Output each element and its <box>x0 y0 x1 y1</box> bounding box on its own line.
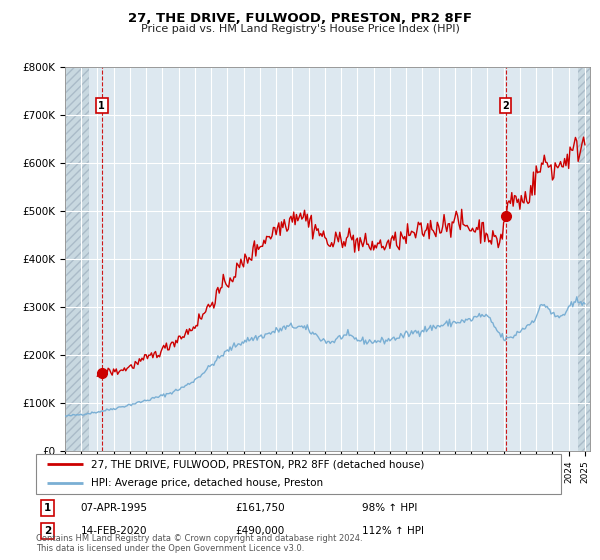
FancyBboxPatch shape <box>36 454 561 494</box>
Bar <box>65 67 89 451</box>
Text: 2: 2 <box>502 101 509 110</box>
Text: 14-FEB-2020: 14-FEB-2020 <box>80 526 147 536</box>
Text: £161,750: £161,750 <box>235 503 285 513</box>
Bar <box>578 67 590 451</box>
Text: 112% ↑ HPI: 112% ↑ HPI <box>361 526 424 536</box>
Text: Contains HM Land Registry data © Crown copyright and database right 2024.
This d: Contains HM Land Registry data © Crown c… <box>36 534 362 553</box>
Text: 98% ↑ HPI: 98% ↑ HPI <box>361 503 417 513</box>
Text: Price paid vs. HM Land Registry's House Price Index (HPI): Price paid vs. HM Land Registry's House … <box>140 24 460 34</box>
Text: 1: 1 <box>98 101 105 110</box>
Text: 07-APR-1995: 07-APR-1995 <box>80 503 148 513</box>
Text: 2: 2 <box>44 526 51 536</box>
Text: 1: 1 <box>44 503 51 513</box>
Text: HPI: Average price, detached house, Preston: HPI: Average price, detached house, Pres… <box>91 478 323 488</box>
Text: 27, THE DRIVE, FULWOOD, PRESTON, PR2 8FF: 27, THE DRIVE, FULWOOD, PRESTON, PR2 8FF <box>128 12 472 25</box>
Text: 27, THE DRIVE, FULWOOD, PRESTON, PR2 8FF (detached house): 27, THE DRIVE, FULWOOD, PRESTON, PR2 8FF… <box>91 459 425 469</box>
Text: £490,000: £490,000 <box>235 526 285 536</box>
